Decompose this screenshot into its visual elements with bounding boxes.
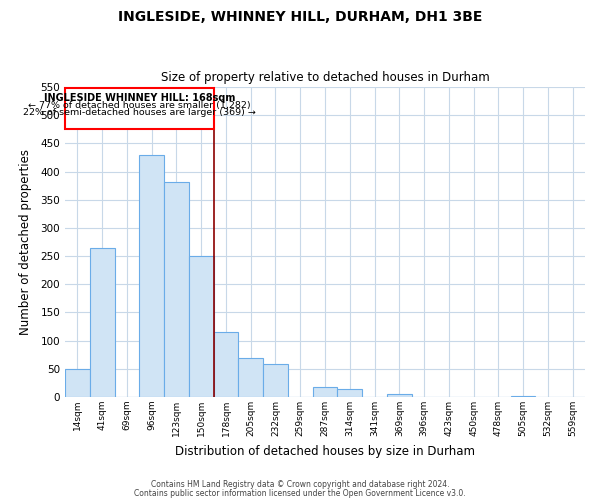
Title: Size of property relative to detached houses in Durham: Size of property relative to detached ho…: [161, 72, 490, 85]
X-axis label: Distribution of detached houses by size in Durham: Distribution of detached houses by size …: [175, 444, 475, 458]
Text: INGLESIDE, WHINNEY HILL, DURHAM, DH1 3BE: INGLESIDE, WHINNEY HILL, DURHAM, DH1 3BE: [118, 10, 482, 24]
Bar: [65, 369, 90, 397]
Bar: [263, 364, 288, 397]
Text: ← 77% of detached houses are smaller (1,282): ← 77% of detached houses are smaller (1,…: [28, 100, 251, 110]
Bar: [238, 358, 263, 397]
Bar: [387, 394, 412, 397]
Bar: [337, 389, 362, 397]
Y-axis label: Number of detached properties: Number of detached properties: [19, 149, 32, 335]
Bar: [214, 332, 238, 397]
Bar: [164, 182, 189, 397]
Text: Contains public sector information licensed under the Open Government Licence v3: Contains public sector information licen…: [134, 488, 466, 498]
Bar: [511, 396, 535, 397]
Text: Contains HM Land Registry data © Crown copyright and database right 2024.: Contains HM Land Registry data © Crown c…: [151, 480, 449, 489]
FancyBboxPatch shape: [65, 88, 214, 130]
Bar: [90, 248, 115, 397]
Text: 22% of semi-detached houses are larger (369) →: 22% of semi-detached houses are larger (…: [23, 108, 256, 117]
Text: INGLESIDE WHINNEY HILL: 168sqm: INGLESIDE WHINNEY HILL: 168sqm: [44, 92, 235, 102]
Bar: [139, 154, 164, 397]
Bar: [313, 388, 337, 397]
Bar: [189, 256, 214, 397]
